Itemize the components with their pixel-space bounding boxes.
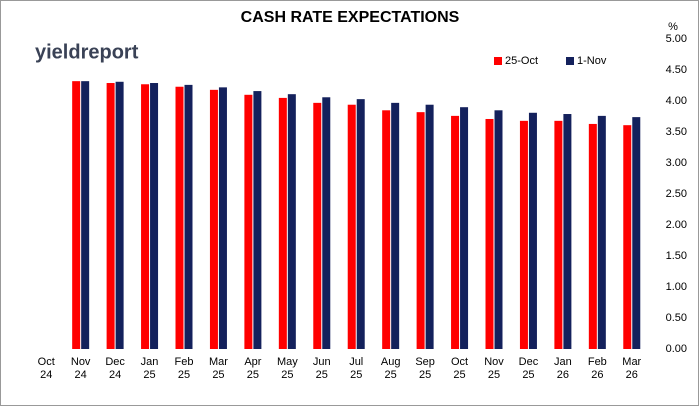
bar bbox=[218, 87, 227, 350]
x-tick-label: Nov 25 bbox=[484, 356, 504, 381]
bar bbox=[184, 84, 193, 349]
bar bbox=[494, 110, 503, 349]
bar bbox=[597, 115, 606, 349]
x-tick-label: Feb 26 bbox=[587, 356, 607, 381]
y-tick-label: 3.50 bbox=[666, 126, 687, 138]
bar bbox=[278, 97, 287, 350]
x-tick-label: Apr 25 bbox=[244, 356, 262, 381]
x-tick-label: Oct 25 bbox=[450, 356, 469, 381]
x-tick-label: Nov 24 bbox=[70, 356, 91, 381]
y-tick-label: 0.50 bbox=[666, 312, 687, 324]
x-tick-label: Jul 25 bbox=[349, 356, 364, 381]
y-tick-label: 4.00 bbox=[666, 95, 687, 107]
x-tick-label: Feb 25 bbox=[174, 356, 194, 381]
y-tick-label: 1.50 bbox=[666, 250, 687, 262]
chart-title: CASH RATE EXPECTATIONS bbox=[241, 9, 460, 26]
x-tick-label: Sep 25 bbox=[415, 356, 435, 381]
y-tick-label: 2.50 bbox=[666, 188, 687, 200]
bar bbox=[209, 89, 218, 349]
x-tick-label: Mar 25 bbox=[208, 356, 228, 381]
legend-swatch bbox=[566, 57, 574, 65]
x-tick-label: Mar 26 bbox=[622, 356, 642, 381]
legend-label: 25-Oct bbox=[505, 55, 538, 67]
legend-label: 1-Nov bbox=[577, 55, 607, 67]
bar bbox=[72, 81, 81, 349]
x-tick-label: Jun 25 bbox=[312, 356, 331, 381]
bar bbox=[347, 104, 356, 349]
bar bbox=[106, 83, 115, 350]
x-tick-label: Jan 26 bbox=[554, 356, 572, 381]
y-tick-label: 2.00 bbox=[666, 219, 687, 231]
bar bbox=[588, 123, 597, 349]
legend-swatch bbox=[494, 57, 502, 65]
x-tick-label: Oct 24 bbox=[37, 356, 55, 381]
y-tick-label: 5.00 bbox=[666, 33, 687, 45]
bar bbox=[519, 120, 528, 349]
bar bbox=[382, 110, 391, 349]
x-tick-label: Dec 24 bbox=[105, 356, 125, 381]
x-tick-label: Dec 25 bbox=[518, 356, 539, 381]
bar bbox=[416, 112, 425, 349]
x-tick-label: May 25 bbox=[276, 356, 298, 381]
bar bbox=[623, 125, 632, 350]
bar bbox=[528, 112, 537, 349]
bar bbox=[150, 83, 159, 350]
y-tick-label: 3.00 bbox=[666, 157, 687, 169]
bar bbox=[244, 94, 253, 349]
bar bbox=[313, 102, 322, 349]
bar bbox=[554, 120, 563, 349]
bar bbox=[391, 102, 400, 349]
y-tick-label: 4.50 bbox=[666, 64, 687, 76]
logo: yieldreport bbox=[35, 41, 139, 63]
bar bbox=[425, 104, 434, 349]
bar bbox=[115, 81, 124, 349]
bar bbox=[253, 91, 262, 349]
bar bbox=[451, 115, 460, 349]
bar bbox=[632, 117, 641, 350]
bar bbox=[141, 84, 150, 349]
x-tick-label: Jan 25 bbox=[140, 356, 159, 381]
bar bbox=[460, 107, 469, 349]
bar bbox=[485, 118, 494, 349]
bar bbox=[356, 99, 365, 349]
bar bbox=[322, 97, 331, 349]
y-axis-label: % bbox=[668, 21, 678, 33]
y-tick-label: 1.00 bbox=[666, 281, 687, 293]
bar bbox=[287, 94, 296, 350]
bar bbox=[175, 86, 184, 350]
bar bbox=[563, 114, 572, 350]
bar bbox=[81, 81, 90, 349]
y-tick-label: 0.00 bbox=[666, 343, 687, 355]
x-tick-label: Aug 25 bbox=[380, 356, 401, 381]
